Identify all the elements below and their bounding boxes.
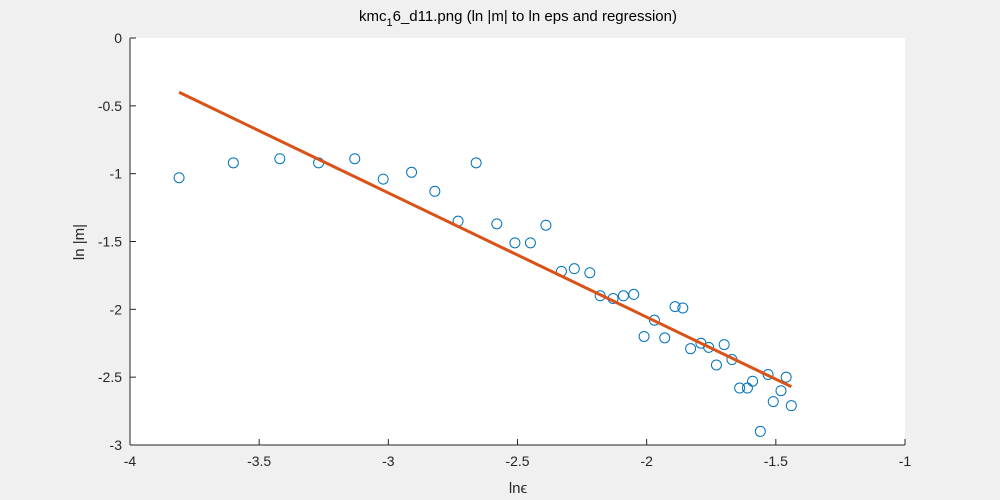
- scatter-point: [780, 371, 792, 383]
- scatter-point: [274, 153, 286, 165]
- scatter-point: [754, 425, 766, 437]
- scatter-point: [785, 400, 797, 412]
- scatter-point: [734, 382, 746, 394]
- scatter-point: [540, 219, 552, 231]
- x-tick-label: -1.5: [764, 453, 788, 469]
- y-tick-label: 0: [114, 30, 122, 46]
- y-tick-label: -0.5: [98, 98, 122, 114]
- scatter-point: [509, 237, 521, 249]
- title-prefix: kmc: [359, 8, 387, 25]
- scatter-point: [617, 290, 629, 302]
- scatter-point: [703, 341, 715, 353]
- y-tick-label: -1.5: [98, 234, 122, 250]
- scatter-point: [638, 330, 650, 342]
- scatter-point: [349, 153, 361, 165]
- y-tick-label: -2.5: [98, 369, 122, 385]
- scatter-point: [677, 302, 689, 314]
- scatter-point: [227, 157, 239, 169]
- x-tick-label: -3: [382, 453, 395, 469]
- plot-area: [130, 38, 905, 445]
- scatter-point: [173, 172, 185, 184]
- scatter-point: [775, 385, 787, 397]
- regression-layer: [178, 90, 792, 389]
- scatter-point: [406, 166, 418, 178]
- scatter-point: [628, 288, 640, 300]
- x-tick-label: -2.5: [505, 453, 529, 469]
- scatter-point: [659, 332, 671, 344]
- axes-layer: -4 -3.5 -3 -2.5 -2 -1.5 -1 0 -0.5 -1 -1.5 -2 -2.5 -3: [98, 30, 912, 469]
- x-axis-title: lnϵ: [509, 480, 528, 497]
- y-axis-title: ln |m|: [71, 224, 88, 260]
- y-tick-label: -3: [110, 437, 123, 453]
- scatter-point: [377, 173, 389, 185]
- scatter-point: [648, 314, 660, 326]
- y-tick-label: -2: [110, 301, 123, 317]
- x-tick-label: -2: [640, 453, 653, 469]
- scatter-point: [491, 218, 503, 230]
- regression-line: [178, 90, 792, 389]
- scatter-point: [767, 396, 779, 408]
- scatter-point: [568, 263, 580, 275]
- scatter-point: [429, 185, 441, 197]
- y-tick-label: -1: [110, 166, 123, 182]
- x-tick-label: -1: [899, 453, 912, 469]
- title-subscript: 1: [387, 17, 393, 29]
- scatter-point: [747, 375, 759, 387]
- scatter-point: [524, 237, 536, 249]
- scatter-point: [584, 267, 596, 279]
- scatter-point: [710, 359, 722, 371]
- scatter-point: [718, 339, 730, 351]
- x-tick-label: -3.5: [247, 453, 271, 469]
- scatter-point: [470, 157, 482, 169]
- markers-layer: [173, 153, 797, 437]
- x-tick-label: -4: [124, 453, 137, 469]
- scatter-point: [669, 301, 681, 313]
- chart-title: kmc16_d11.png (ln |m| to ln eps and regr…: [359, 8, 677, 29]
- scatter-point: [685, 343, 697, 355]
- title-suffix: 6_d11.png (ln |m| to ln eps and regressi…: [393, 8, 677, 25]
